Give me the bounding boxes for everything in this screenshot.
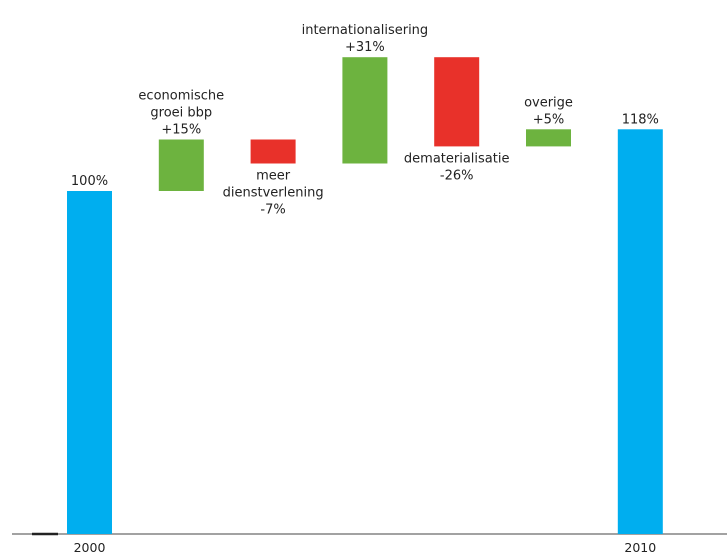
bar-5 — [526, 129, 571, 147]
bar-1 — [158, 139, 204, 191]
data-label-0-0: 100% — [71, 174, 108, 189]
x-tick-label-6: 2010 — [624, 540, 656, 555]
data-label-2-0: meer — [256, 169, 291, 184]
x-tick-label-0: 2000 — [74, 540, 106, 555]
data-label-1-2: +15% — [161, 123, 201, 138]
data-label-2-1: dienstverlening — [223, 186, 324, 201]
data-label-1-0: economische — [138, 89, 224, 104]
x-tick-labels-group: 2000 2010 — [74, 540, 657, 555]
data-label-3-0: internationalisering — [302, 23, 429, 38]
data-labels-group: 100% economische groei bbp +15% meer dienstve… — [71, 23, 659, 217]
bars-group — [67, 57, 663, 535]
bar-6 — [617, 129, 663, 535]
data-label-5-0: overige — [524, 95, 573, 110]
bar-3 — [342, 57, 388, 164]
data-label-3-1: +31% — [345, 40, 385, 55]
bar-4 — [434, 57, 480, 147]
data-label-2-2: -7% — [260, 203, 285, 218]
data-label-4-1: -26% — [440, 168, 474, 183]
data-label-5-1: +5% — [533, 112, 565, 127]
bar-2 — [250, 139, 296, 164]
data-label-6-0: 118% — [622, 112, 659, 127]
data-label-4-0: dematerialisatie — [404, 151, 510, 166]
bar-0 — [67, 191, 112, 534]
data-label-1-1: groei bbp — [150, 106, 212, 121]
